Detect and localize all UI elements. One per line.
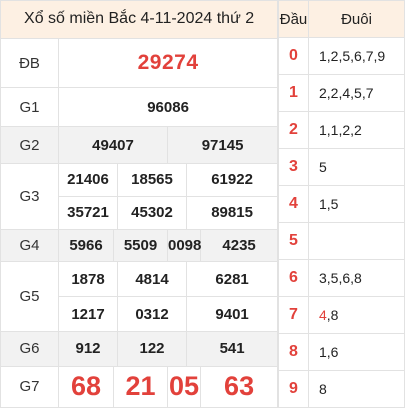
head-digit: 0 <box>278 37 309 75</box>
prize-number: 35721 <box>58 195 118 230</box>
prize-label-g3: G3 <box>0 162 59 230</box>
special-prize-number: 29274 <box>57 37 279 89</box>
prize-row-g1: G1 96086 <box>0 87 279 128</box>
tail-digits: 1,5 <box>308 185 405 223</box>
prize-number: 1217 <box>58 296 118 333</box>
head-tail-row: 9 8 <box>278 370 405 408</box>
tail-digits <box>308 222 405 260</box>
prize-label-g6: G6 <box>0 331 59 367</box>
head-tail-table: Đầu Đuôi 0 1,2,5,6,7,9 1 2,2,4,5,7 2 1,1… <box>278 0 405 408</box>
tail-digits: 5 <box>308 148 405 186</box>
prize-number: 5966 <box>58 228 114 263</box>
prize-row-g6: G6 912 122 541 <box>0 331 279 367</box>
head-digit: 3 <box>278 148 309 186</box>
prize-number: 63 <box>199 365 279 408</box>
prize-number: 9401 <box>185 296 279 333</box>
head-tail-row: 3 5 <box>278 148 405 186</box>
tail-digits: 2,2,4,5,7 <box>308 74 405 112</box>
prize-number: 5509 <box>113 228 168 263</box>
prize-row-g3-b: 35721 45302 89815 <box>1 195 279 230</box>
prize-label-db: ĐB <box>0 37 59 89</box>
head-tail-row: 8 1,6 <box>278 333 405 371</box>
head-digit: 7 <box>278 296 309 334</box>
prize-row-g4: G4 5966 5509 0098 4235 <box>0 228 279 263</box>
tail-digits: 8 <box>308 370 405 408</box>
head-tail-row: 4 1,5 <box>278 185 405 223</box>
prize-row-g5-b: 1217 0312 9401 <box>1 296 279 333</box>
head-tail-row: 0 1,2,5,6,7,9 <box>278 37 405 75</box>
tail-digit-rest: ,8 <box>326 307 339 323</box>
page-title: Xổ số miền Bắc 4-11-2024 thứ 2 <box>0 0 279 39</box>
prize-number: 1878 <box>58 261 118 298</box>
head-digit: 8 <box>278 333 309 371</box>
results-header-row: Xổ số miền Bắc 4-11-2024 thứ 2 <box>0 0 279 39</box>
prize-number: 96086 <box>57 87 279 128</box>
prize-number: 05 <box>167 365 201 408</box>
prize-number: 49407 <box>58 126 168 164</box>
prize-number: 61922 <box>185 162 279 197</box>
head-tail-header: Đầu Đuôi <box>278 0 405 38</box>
prize-number: 18565 <box>117 162 187 197</box>
prize-row-g7: G7 68 21 05 63 <box>0 365 279 408</box>
prize-label-g2: G2 <box>0 126 59 164</box>
prize-row-g5: G5 1878 4814 6281 <box>0 261 279 333</box>
prize-number: 541 <box>185 331 279 367</box>
prize-number: 21406 <box>58 162 118 197</box>
head-tail-row: 5 <box>278 222 405 260</box>
prize-label-g4: G4 <box>0 228 59 263</box>
tail-digits: 1,1,2,2 <box>308 111 405 149</box>
head-digit: 9 <box>278 370 309 408</box>
prize-number: 4235 <box>199 228 279 263</box>
prize-number: 912 <box>58 331 118 367</box>
prize-number: 0312 <box>117 296 187 333</box>
head-digit: 4 <box>278 185 309 223</box>
head-digit: 5 <box>278 222 309 260</box>
prize-number: 68 <box>58 365 114 408</box>
prize-label-g7: G7 <box>0 365 59 408</box>
prize-number: 97145 <box>166 126 279 164</box>
prize-number: 4814 <box>117 261 187 298</box>
head-tail-row: 2 1,1,2,2 <box>278 111 405 149</box>
prize-row-db: ĐB 29274 <box>0 37 279 89</box>
head-tail-row: 6 3,5,6,8 <box>278 259 405 297</box>
tail-column-header: Đuôi <box>308 0 405 38</box>
prize-label-g5: G5 <box>0 261 59 333</box>
prize-number: 21 <box>113 365 168 408</box>
prize-number: 45302 <box>117 195 187 230</box>
prize-number: 6281 <box>185 261 279 298</box>
prize-number: 0098 <box>167 228 201 263</box>
tail-digits: 3,5,6,8 <box>308 259 405 297</box>
head-digit: 2 <box>278 111 309 149</box>
prize-label-g1: G1 <box>0 87 59 128</box>
tail-digits: 4,8 <box>308 296 405 334</box>
head-tail-row: 7 4,8 <box>278 296 405 334</box>
prize-row-g3: G3 21406 18565 61922 <box>0 162 279 230</box>
tail-digit-highlight: 4 <box>319 307 327 323</box>
prize-row-g2: G2 49407 97145 <box>0 126 279 164</box>
head-column-header: Đầu <box>278 0 309 38</box>
tail-digits: 1,6 <box>308 333 405 371</box>
head-digit: 6 <box>278 259 309 297</box>
results-table: Xổ số miền Bắc 4-11-2024 thứ 2 ĐB 29274 … <box>0 0 279 408</box>
prize-number: 89815 <box>185 195 279 230</box>
head-tail-row: 1 2,2,4,5,7 <box>278 74 405 112</box>
prize-number: 122 <box>117 331 187 367</box>
head-digit: 1 <box>278 74 309 112</box>
tail-digits: 1,2,5,6,7,9 <box>308 37 405 75</box>
